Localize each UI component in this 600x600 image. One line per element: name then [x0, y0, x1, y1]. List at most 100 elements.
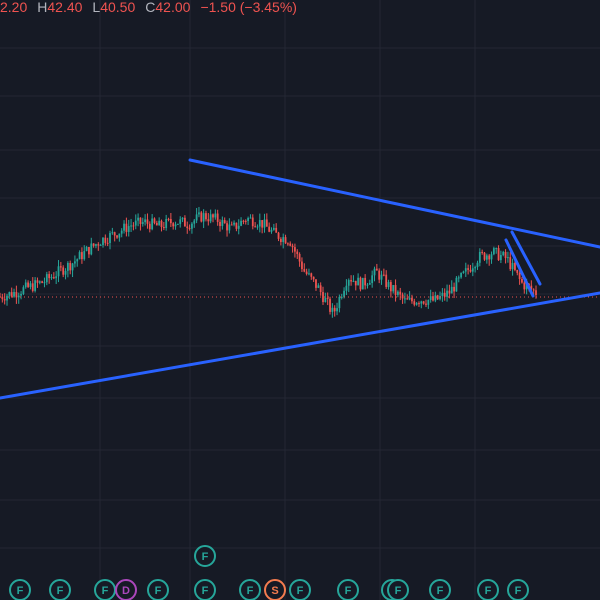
candle-body: [125, 223, 128, 232]
candle-body: [254, 226, 257, 228]
support-trendline[interactable]: [0, 291, 600, 400]
candle-body: [492, 248, 495, 255]
candle-body: [464, 268, 467, 272]
candle-body: [425, 303, 427, 305]
candle-body: [219, 221, 221, 227]
event-marker-letter: S: [271, 585, 278, 597]
candle-body: [329, 298, 331, 312]
candle-body: [73, 261, 76, 264]
candle-body: [181, 217, 184, 220]
event-marker-ring: [337, 579, 359, 600]
candle-body: [10, 292, 13, 297]
candle-body: [394, 285, 397, 295]
candle-body: [102, 237, 104, 245]
high-label: H: [37, 0, 48, 15]
candle-body: [504, 251, 507, 259]
event-marker-letter: F: [515, 585, 522, 597]
event-marker-ring: [289, 579, 311, 600]
event-marker-ring: [477, 579, 499, 600]
candle-body: [251, 217, 254, 227]
event-marker-earnings[interactable]: F: [147, 579, 169, 600]
event-marker-earnings[interactable]: F: [387, 579, 409, 600]
candle-body: [514, 262, 516, 270]
candle-body: [207, 219, 210, 222]
candle-body: [258, 220, 261, 227]
candle-body: [502, 251, 505, 256]
ohlc-legend: 2.20 H 42.40 L 40.50 C 42.00 −1.50 (−3.4…: [0, 0, 297, 17]
event-marker-earnings[interactable]: F: [194, 545, 216, 567]
candle-body: [235, 222, 238, 229]
candle-body: [499, 255, 502, 261]
candle-body: [382, 274, 385, 276]
candle-body: [233, 222, 235, 225]
candle-body: [261, 220, 264, 228]
candle-body: [90, 243, 93, 255]
candle-body: [228, 224, 231, 231]
trendline-drawings[interactable]: [0, 158, 600, 400]
event-marker-ring: [194, 545, 216, 567]
candle-body: [92, 243, 95, 246]
candle-body: [523, 282, 526, 290]
event-marker-letter: F: [297, 585, 304, 597]
event-marker-letter: F: [155, 585, 162, 597]
candle-body: [476, 262, 479, 268]
candle-body: [326, 297, 329, 299]
event-marker-dividend[interactable]: D: [115, 579, 137, 600]
candle-body: [198, 212, 200, 215]
candle-body: [116, 235, 118, 238]
event-marker-letter: F: [395, 585, 402, 597]
channel-lower-trendline[interactable]: [504, 238, 535, 298]
candle-body: [518, 272, 521, 279]
event-marker-earnings[interactable]: F: [289, 579, 311, 600]
candle-body: [474, 267, 477, 269]
candle-body: [507, 257, 509, 259]
candle-body: [160, 220, 163, 227]
candle-body: [296, 251, 299, 254]
candle-body: [265, 219, 268, 227]
candle-body: [214, 213, 217, 218]
candle-body: [200, 212, 203, 222]
event-marker-earnings[interactable]: F: [507, 579, 529, 600]
candle-body: [436, 295, 439, 300]
candle-body: [291, 245, 294, 248]
event-marker-earnings[interactable]: F: [429, 579, 451, 600]
event-marker-earnings[interactable]: F: [239, 579, 261, 600]
candle-body: [244, 220, 247, 222]
candle-body: [247, 218, 250, 222]
channel-upper-trendline[interactable]: [510, 230, 542, 286]
candle-body: [151, 218, 154, 230]
candle-body: [268, 226, 271, 232]
close-label: C: [145, 0, 156, 15]
event-markers[interactable]: FFFDFFFFSFFFFFFF: [9, 545, 529, 600]
candle-body: [277, 232, 280, 239]
candle-body: [45, 274, 48, 283]
event-marker-earnings[interactable]: F: [94, 579, 116, 600]
candle-body: [310, 273, 313, 277]
event-marker-split[interactable]: S: [264, 579, 286, 600]
event-marker-earnings[interactable]: F: [49, 579, 71, 600]
candle-body: [443, 292, 446, 297]
candle-body: [50, 277, 53, 279]
candle-body: [371, 275, 374, 284]
candle-body: [422, 301, 425, 304]
candle-body: [85, 246, 88, 252]
candle-body: [137, 217, 139, 221]
candle-body: [34, 280, 37, 291]
candle-body: [120, 230, 123, 234]
event-marker-letter: F: [437, 585, 444, 597]
candle-body: [38, 281, 41, 283]
candle-body: [385, 274, 388, 287]
event-marker-earnings[interactable]: F: [337, 579, 359, 600]
candle-body: [336, 308, 338, 312]
candle-body: [509, 257, 512, 270]
candle-body: [301, 261, 303, 270]
event-marker-earnings[interactable]: F: [194, 579, 216, 600]
candle-body: [483, 252, 486, 260]
candle-body: [216, 213, 219, 222]
event-marker-letter: F: [57, 585, 64, 597]
event-marker-earnings[interactable]: F: [9, 579, 31, 600]
resistance-trendline[interactable]: [188, 158, 600, 249]
event-marker-earnings[interactable]: F: [477, 579, 499, 600]
